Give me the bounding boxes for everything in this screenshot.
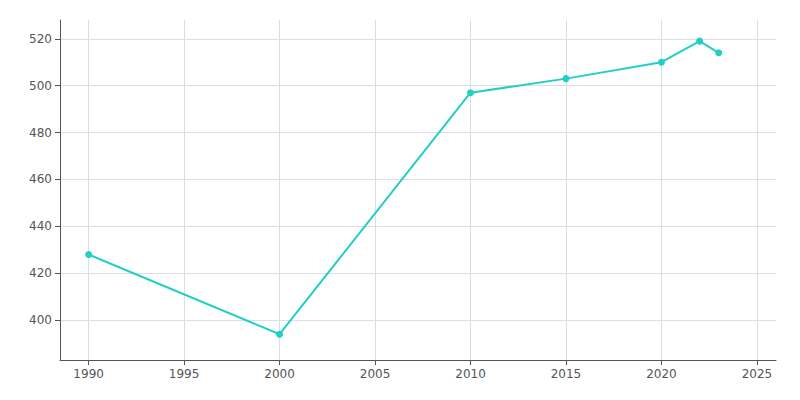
svg-text:2015: 2015 — [551, 367, 582, 381]
svg-text:2005: 2005 — [360, 367, 391, 381]
svg-text:420: 420 — [29, 266, 52, 280]
svg-text:520: 520 — [29, 32, 52, 46]
svg-text:1995: 1995 — [169, 367, 200, 381]
svg-text:400: 400 — [29, 313, 52, 327]
svg-text:2020: 2020 — [646, 367, 677, 381]
svg-text:440: 440 — [29, 219, 52, 233]
svg-text:2025: 2025 — [742, 367, 773, 381]
svg-text:2000: 2000 — [264, 367, 295, 381]
svg-text:480: 480 — [29, 126, 52, 140]
svg-text:2010: 2010 — [455, 367, 486, 381]
svg-text:500: 500 — [29, 79, 52, 93]
svg-text:1990: 1990 — [73, 367, 104, 381]
svg-text:460: 460 — [29, 172, 52, 186]
